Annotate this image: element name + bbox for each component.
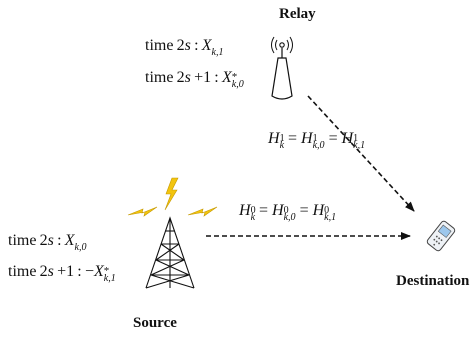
destination-phone-icon — [426, 220, 456, 252]
lightning-bolt-right-icon — [187, 206, 218, 217]
source-schedule-line-2: time 2s +1 : −X * k,1 — [8, 263, 116, 284]
lightning-bolt-icons — [127, 177, 218, 217]
source-label: Source — [133, 315, 177, 331]
lightning-bolt-top-icon — [164, 177, 179, 211]
relay-schedule-line-2: time 2s +1 : X * k,0 — [145, 69, 244, 90]
relay-to-destination-link — [307, 95, 415, 212]
destination-label: Destination — [396, 273, 470, 289]
relay-label: Relay — [279, 6, 316, 22]
relay-schedule-line-1: time 2s : Xk,1 — [145, 37, 224, 58]
source-schedule-line-1: time 2s : Xk,0 — [8, 232, 87, 253]
lightning-bolt-left-icon — [127, 206, 158, 217]
relay-antenna-icon — [271, 36, 293, 100]
source-tower-icon — [145, 216, 195, 289]
